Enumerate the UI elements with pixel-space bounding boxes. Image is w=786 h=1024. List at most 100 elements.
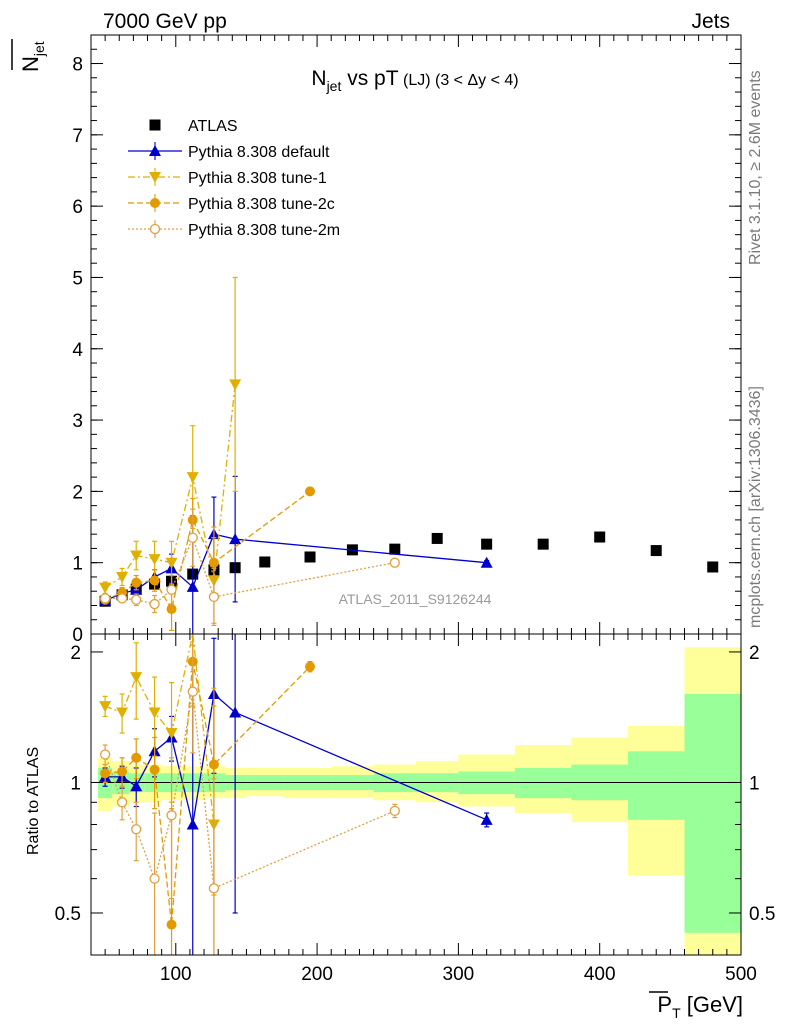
data-point-tune2m	[208, 591, 220, 603]
data-point-tune2c	[149, 575, 160, 586]
data-point-default	[480, 556, 493, 568]
legend-label-atlas: ATLAS	[188, 118, 238, 135]
data-point-tune2m	[131, 824, 142, 835]
data-point-atlas	[594, 531, 606, 543]
data-point-tune2m	[131, 594, 142, 605]
data-point-atlas	[650, 545, 662, 557]
data-point-default	[480, 813, 493, 825]
data-point-atlas	[304, 551, 316, 563]
data-point-tune1	[116, 707, 129, 719]
y-tick-label: 1	[72, 554, 83, 575]
data-point-atlas	[259, 556, 271, 568]
data-point-tune2m	[389, 557, 400, 568]
ylabel-main: N	[18, 56, 43, 72]
legend-marker-tune2c	[150, 198, 160, 208]
data-point-tune2c	[131, 577, 142, 588]
data-point-atlas	[707, 561, 719, 573]
data-point-tune2c	[166, 919, 177, 930]
y-tick-label: 3	[72, 411, 83, 432]
y-tick-label: 5	[72, 268, 83, 289]
ratio-data-layer	[91, 634, 741, 955]
ratio-y-tick-label-right: 0.5	[749, 904, 775, 925]
legend-marker-tune1	[149, 172, 161, 183]
x-tick-label: 100	[160, 964, 192, 985]
data-point-tune2c	[305, 661, 316, 672]
top-y-axis-label: Njet	[18, 41, 47, 72]
bottom-y-axis-label: Ratio to ATLAS	[25, 747, 42, 855]
x-axis-label: PT [GeV]	[657, 992, 743, 1021]
y-tick-label: 0	[72, 625, 83, 646]
legend-marker-atlas	[149, 119, 161, 131]
data-point-tune1	[130, 550, 143, 562]
top-panel-title: Njet vs pT (LJ) (3 < Δy < 4)	[311, 67, 518, 94]
series-line-tune2m	[104, 691, 396, 890]
x-tick-label: 500	[725, 964, 757, 985]
title-small: (LJ) (3 < Δy < 4)	[399, 72, 519, 89]
x-tick-label: 300	[443, 964, 475, 985]
ratio-y-tick-label-right: 1	[749, 773, 760, 794]
data-point-tune2m	[116, 593, 128, 604]
uncertainty-band-green	[684, 693, 741, 933]
xlabel-rest: [GeV]	[681, 992, 743, 1017]
x-tick-label: 400	[584, 964, 616, 985]
data-point-tune1	[186, 472, 199, 484]
data-point-tune2m	[166, 810, 177, 821]
title-rest: vs pT	[341, 67, 398, 90]
data-point-default	[186, 818, 199, 830]
ratio-y-tick-label: 1	[70, 773, 81, 794]
series-line-tune1	[104, 384, 236, 589]
data-point-default	[229, 706, 242, 718]
top-data-layer	[99, 276, 719, 634]
legend-label-default: Pythia 8.308 default	[188, 144, 330, 161]
legend-marker-default	[149, 145, 161, 156]
data-point-tune1	[165, 557, 178, 569]
data-point-tune2c	[208, 557, 219, 568]
data-point-default	[130, 780, 143, 792]
ylabel-subscript: jet	[31, 41, 47, 57]
uncertainty-band-green	[627, 751, 685, 820]
rivet-version-label: Rivet 3.1.10, ≥ 2.6M events	[747, 70, 764, 265]
legend-marker-tune2m	[149, 223, 161, 235]
ratio-y-tick-label-right: 2	[749, 643, 760, 664]
data-point-tune2c	[100, 768, 111, 779]
y-tick-label: 2	[72, 482, 83, 503]
legend-label-tune2m: Pythia 8.308 tune-2m	[188, 222, 340, 239]
data-point-atlas	[537, 538, 549, 550]
data-point-tune2c	[131, 752, 142, 763]
y-tick-label: 6	[72, 197, 83, 218]
data-point-tune2c	[117, 766, 128, 777]
data-point-tune1	[165, 728, 178, 740]
legend-label-tune2c: Pythia 8.308 tune-2c	[188, 196, 335, 213]
data-point-tune2c	[166, 604, 177, 615]
data-point-tune1	[99, 701, 112, 713]
x-tick-label: 200	[301, 964, 333, 985]
data-point-tune2m	[208, 883, 220, 894]
data-point-atlas	[431, 532, 443, 544]
ratio-panel: 0.5 1 2 0.5 1 2 100 200 300 400 500	[55, 633, 775, 985]
data-point-tune2c	[305, 486, 316, 497]
series-line-tune2m	[105, 535, 395, 605]
header-left-label: 7000 GeV pp	[103, 10, 227, 33]
data-point-tune2m	[116, 797, 128, 808]
data-point-tune1	[229, 379, 242, 391]
data-point-tune1	[116, 571, 129, 583]
xlabel-main: P	[657, 992, 672, 1017]
data-point-tune2m	[149, 598, 160, 610]
data-point-tune1	[148, 554, 161, 566]
y-tick-label: 8	[72, 55, 83, 76]
header-right-label: Jets	[691, 10, 730, 33]
ratio-y-tick-label: 2	[70, 643, 81, 664]
data-point-tune1	[99, 582, 112, 594]
top-panel: 0 1 2 3 4 5 6 7 8	[72, 34, 742, 646]
data-point-default	[229, 533, 242, 545]
data-point-tune1	[148, 707, 161, 719]
data-point-tune2m	[99, 749, 111, 760]
ratio-y-tick-label: 0.5	[55, 904, 81, 925]
title-main: N	[311, 67, 326, 90]
data-point-tune1	[130, 672, 143, 684]
data-point-atlas	[389, 543, 401, 555]
series-line-default	[105, 692, 487, 825]
data-point-tune2m	[389, 805, 400, 817]
watermark-label: ATLAS_2011_S9126244	[339, 591, 492, 607]
